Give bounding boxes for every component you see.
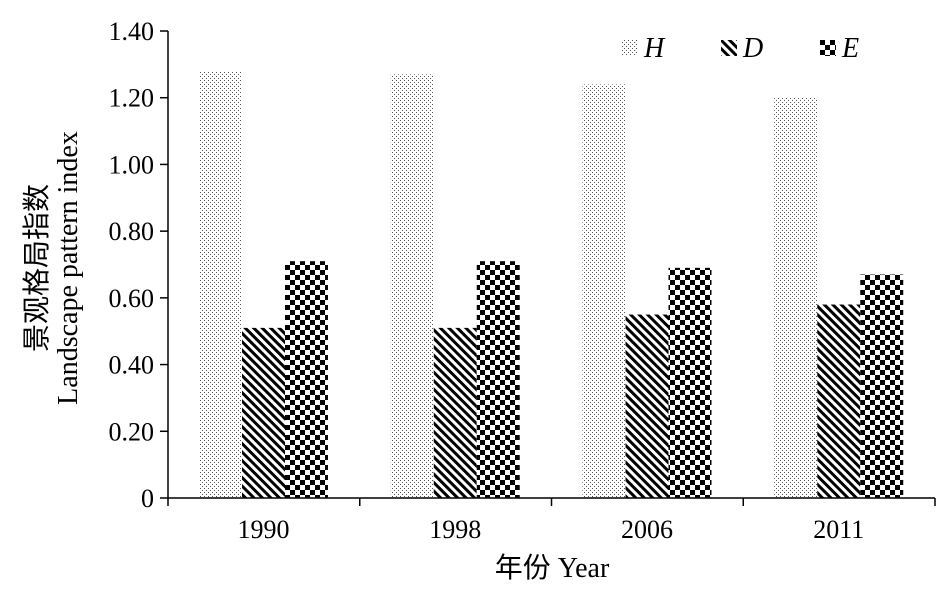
x-axis-title: 年份 Year: [495, 552, 610, 584]
bar-D-1998: [433, 327, 477, 498]
y-ticks-group: 0 0.20 0.40 0.60 0.80 1.00 1.20 1.40: [109, 17, 168, 513]
y-tick-label: 0.80: [109, 217, 155, 246]
bar-D-1990: [242, 327, 285, 498]
bar-D-2011: [817, 304, 861, 498]
x-tick-label: 1990: [238, 515, 290, 544]
y-axis-title-line-1: 景观格局指数: [21, 184, 53, 352]
legend-swatch-E: [820, 40, 836, 56]
y-tick-label: 1.40: [109, 17, 155, 46]
bars-group: [199, 71, 904, 499]
y-tick-label: 0.60: [109, 284, 155, 313]
y-tick-label: 1.00: [109, 150, 155, 179]
y-tick-label: 0.20: [109, 417, 155, 446]
bar-E-1990: [285, 261, 328, 498]
x-tick-label: 1998: [429, 515, 481, 544]
legend-swatch-D: [721, 40, 737, 56]
bar-H-1990: [199, 71, 242, 499]
y-tick-label: 0.40: [109, 351, 155, 380]
legend-label-D: D: [742, 33, 763, 64]
x-ticks-group: 1990 1998 2006 2011: [167, 498, 936, 544]
y-axis-title-line-2: Landscape pattern index: [53, 131, 84, 405]
bar-E-2006: [668, 267, 712, 498]
y-tick-label: 1.20: [109, 84, 155, 113]
legend-label-H: H: [643, 33, 666, 64]
bar-H-2006: [582, 84, 626, 498]
legend-swatch-H: [622, 40, 638, 56]
y-tick-label: 0: [141, 484, 154, 513]
x-tick-label: 2011: [813, 515, 864, 544]
y-axis-title: 景观格局指数 Landscape pattern index: [21, 131, 84, 405]
bar-H-1998: [390, 74, 434, 498]
bar-E-2011: [860, 274, 904, 498]
bar-D-2006: [625, 314, 669, 498]
legend-label-E: E: [841, 33, 859, 64]
x-tick-label: 2006: [621, 515, 673, 544]
bar-H-2011: [774, 97, 818, 498]
bar-E-1998: [476, 261, 520, 498]
